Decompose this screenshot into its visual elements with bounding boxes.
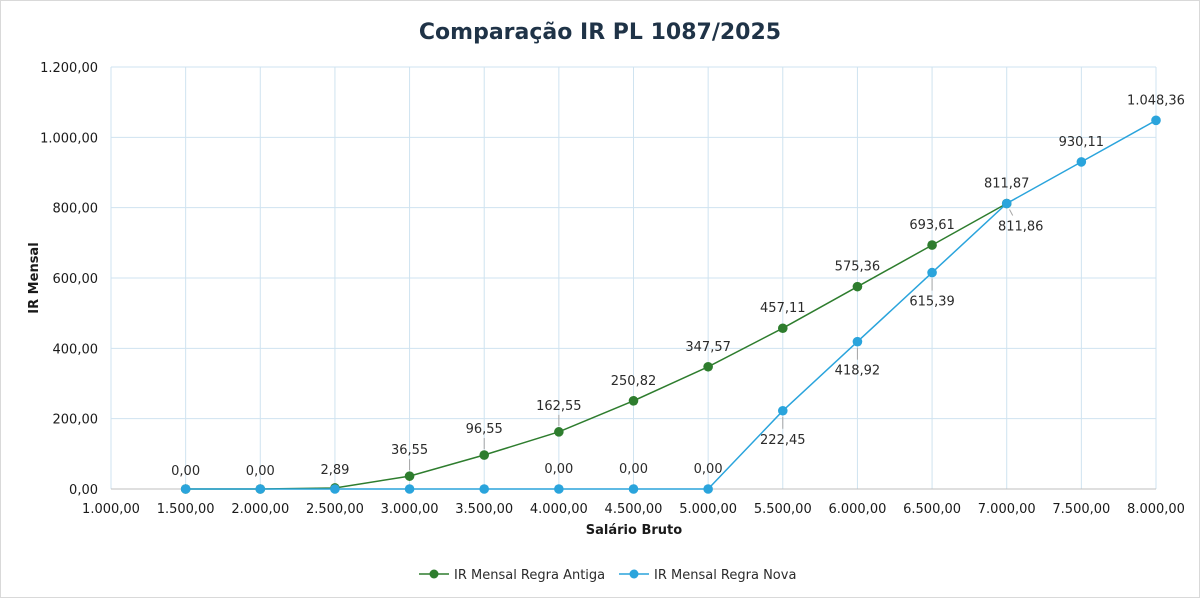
data-label-series-1: 575,36 — [835, 260, 881, 275]
data-point-series-2 — [927, 267, 937, 278]
data-point-series-2 — [1076, 157, 1087, 167]
data-point-series-2 — [180, 484, 191, 494]
x-tick-label: 2.500,00 — [306, 502, 364, 517]
legend-label-1: IR Mensal Regra Antiga — [454, 568, 605, 583]
data-label-series-2: 1.048,36 — [1127, 93, 1185, 108]
data-point-series-2 — [330, 484, 340, 494]
data-point-series-2 — [777, 405, 788, 416]
data-point-series-2 — [255, 484, 266, 494]
y-tick-label: 200,00 — [53, 413, 99, 428]
data-label-series-1: 96,55 — [466, 422, 503, 437]
y-tick-label: 400,00 — [53, 342, 99, 357]
x-tick-label: 1.500,00 — [157, 502, 215, 517]
data-label-series-1: 0,00 — [246, 464, 275, 479]
data-point-series-2 — [404, 484, 415, 494]
x-axis-title: Salário Bruto — [586, 523, 682, 538]
x-tick-label: 3.000,00 — [381, 502, 439, 517]
data-label-layer: 0,00 0,00 2,89 36,55 96,55 162,55 250,82 347,57… — [171, 93, 1185, 479]
data-point-series-1 — [777, 323, 788, 334]
data-label-series-2: 418,92 — [835, 364, 881, 379]
data-label-series-2: 0,00 — [694, 462, 723, 477]
x-tick-label: 5.000,00 — [679, 502, 737, 517]
data-point-series-2 — [554, 484, 564, 494]
data-point-series-1 — [852, 281, 863, 292]
data-point-series-1 — [404, 471, 415, 481]
data-label-series-2: 930,11 — [1059, 135, 1105, 150]
y-tick-label: 1.200,00 — [40, 61, 98, 76]
data-label-series-1: 811,87 — [984, 176, 1030, 191]
axis-layer: 1.000,00 1.500,00 2.000,00 2.500,00 3.000,00… — [40, 61, 1185, 517]
data-label-series-2: 811,86 — [998, 219, 1044, 234]
data-label-series-1: 457,11 — [760, 301, 806, 316]
x-tick-label: 6.500,00 — [903, 502, 961, 517]
legend: IR Mensal Regra Antiga IR Mensal Regra No… — [419, 568, 796, 583]
data-point-series-1 — [628, 395, 639, 406]
x-tick-label: 4.500,00 — [605, 502, 663, 517]
grid-layer — [110, 66, 1157, 490]
x-tick-label: 6.000,00 — [828, 502, 886, 517]
data-point-series-1 — [703, 361, 713, 372]
y-tick-label: 800,00 — [53, 202, 99, 217]
x-tick-label: 3.500,00 — [455, 502, 513, 517]
x-tick-label: 8.000,00 — [1127, 502, 1185, 517]
data-point-series-1 — [554, 427, 564, 437]
legend-marker-1 — [429, 569, 439, 579]
data-point-series-1 — [479, 450, 490, 460]
chart-title: Comparação IR PL 1087/2025 — [419, 20, 781, 45]
data-point-series-2 — [1151, 115, 1161, 126]
y-tick-label: 0,00 — [69, 483, 98, 498]
data-label-series-2: 615,39 — [909, 295, 955, 310]
legend-label-2: IR Mensal Regra Nova — [654, 568, 796, 583]
x-tick-label: 4.000,00 — [530, 502, 588, 517]
series-layer — [180, 115, 1161, 494]
y-axis-title: IR Mensal — [27, 242, 42, 313]
data-label-series-2: 0,00 — [544, 462, 573, 477]
data-point-series-1 — [927, 240, 937, 250]
y-tick-label: 600,00 — [53, 272, 99, 287]
x-tick-label: 2.000,00 — [231, 502, 289, 517]
data-point-series-2 — [703, 484, 713, 494]
data-point-series-2 — [852, 336, 863, 347]
data-label-series-1: 162,55 — [536, 399, 582, 414]
series-line-2 — [185, 119, 1157, 490]
x-tick-label: 7.000,00 — [978, 502, 1036, 517]
x-tick-label: 7.500,00 — [1052, 502, 1110, 517]
x-tick-label: 1.000,00 — [82, 502, 140, 517]
data-label-series-2: 222,45 — [760, 433, 806, 448]
data-label-series-1: 250,82 — [611, 374, 657, 389]
x-tick-label: 5.500,00 — [754, 502, 812, 517]
data-label-series-2: 0,00 — [619, 462, 648, 477]
y-tick-label: 1.000,00 — [40, 131, 98, 146]
data-label-series-1: 36,55 — [391, 443, 428, 458]
data-label-series-1: 0,00 — [171, 464, 200, 479]
legend-marker-2 — [629, 569, 639, 579]
data-label-series-1: 2,89 — [320, 463, 349, 478]
series-line-1 — [185, 202, 1008, 490]
data-label-series-1: 347,57 — [685, 340, 731, 355]
data-label-series-1: 693,61 — [909, 218, 955, 233]
data-point-series-2 — [628, 484, 639, 494]
data-point-series-2 — [1001, 198, 1012, 209]
data-label-leader — [1009, 209, 1014, 216]
data-point-series-2 — [479, 484, 490, 494]
